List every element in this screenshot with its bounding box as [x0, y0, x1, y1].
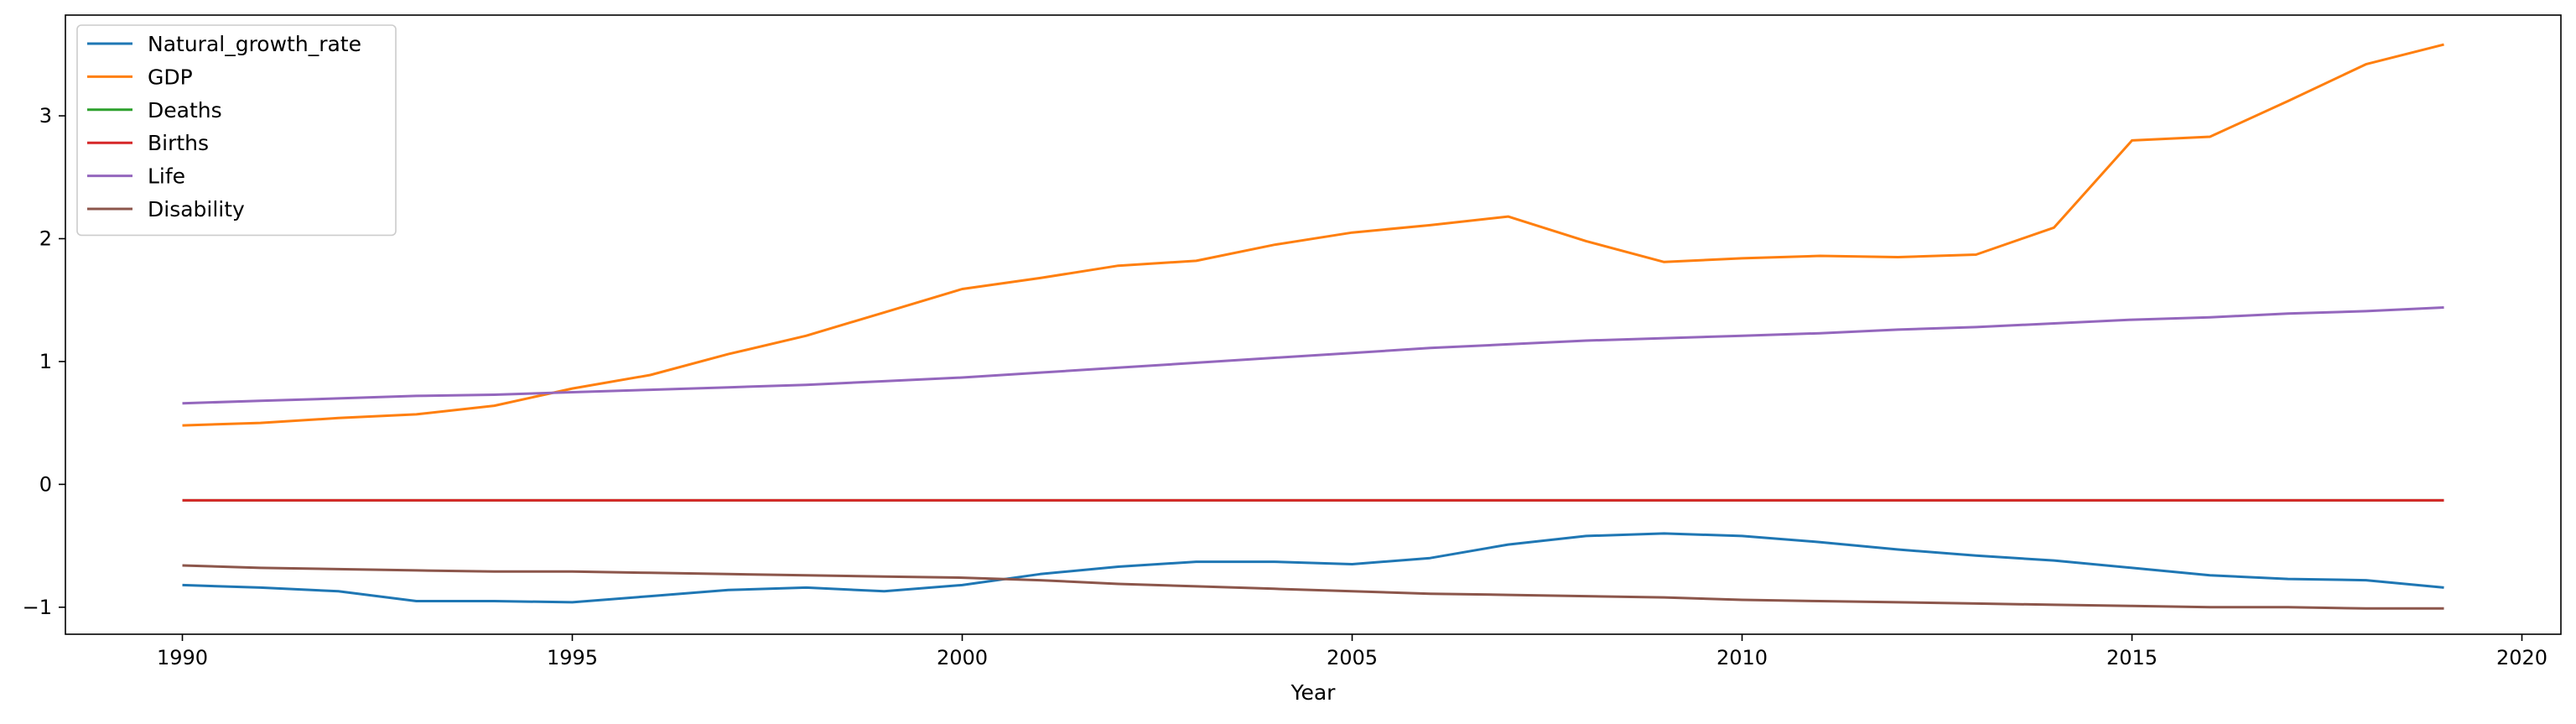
series-layer: [182, 43, 2444, 610]
y-tick-label: −1: [23, 596, 52, 619]
x-axis: 1990 1995 2000 2005 2010 2015 2020: [157, 634, 2547, 669]
plot-area: [65, 15, 2561, 634]
legend-entry-label: Life: [148, 164, 185, 189]
series-line-life: [182, 306, 2444, 405]
x-tick-label: 2000: [937, 646, 988, 669]
legend-box: [76, 24, 397, 237]
x-tick-label: 2015: [2106, 646, 2158, 669]
y-axis: −1 0 1 2 3: [23, 104, 65, 619]
series-line-natural-growth-rate: [182, 532, 2444, 604]
plot-frame: [65, 14, 2562, 635]
legend: Natural_growth_rate GDP Deaths Births Life Di…: [76, 24, 397, 237]
legend-entry-label: Births: [148, 131, 209, 155]
y-tick-label: 1: [39, 350, 52, 373]
x-axis-label: Year: [1291, 680, 1337, 705]
x-tick-label: 2020: [2496, 646, 2547, 669]
legend-entry-label: Disability: [148, 197, 245, 221]
x-tick-label: 2010: [1716, 646, 1768, 669]
legend-entry-label: GDP: [148, 65, 193, 89]
x-tick-label: 2005: [1327, 646, 1378, 669]
legend-entry-label: Natural_growth_rate: [148, 32, 361, 56]
series-line-disability: [182, 564, 2444, 610]
y-tick-label: 2: [39, 227, 52, 251]
legend-entry-label: Deaths: [148, 98, 222, 122]
x-tick-label: 1990: [157, 646, 208, 669]
y-tick-label: 3: [39, 104, 52, 128]
x-tick-label: 1995: [547, 646, 598, 669]
y-tick-label: 0: [39, 472, 52, 496]
